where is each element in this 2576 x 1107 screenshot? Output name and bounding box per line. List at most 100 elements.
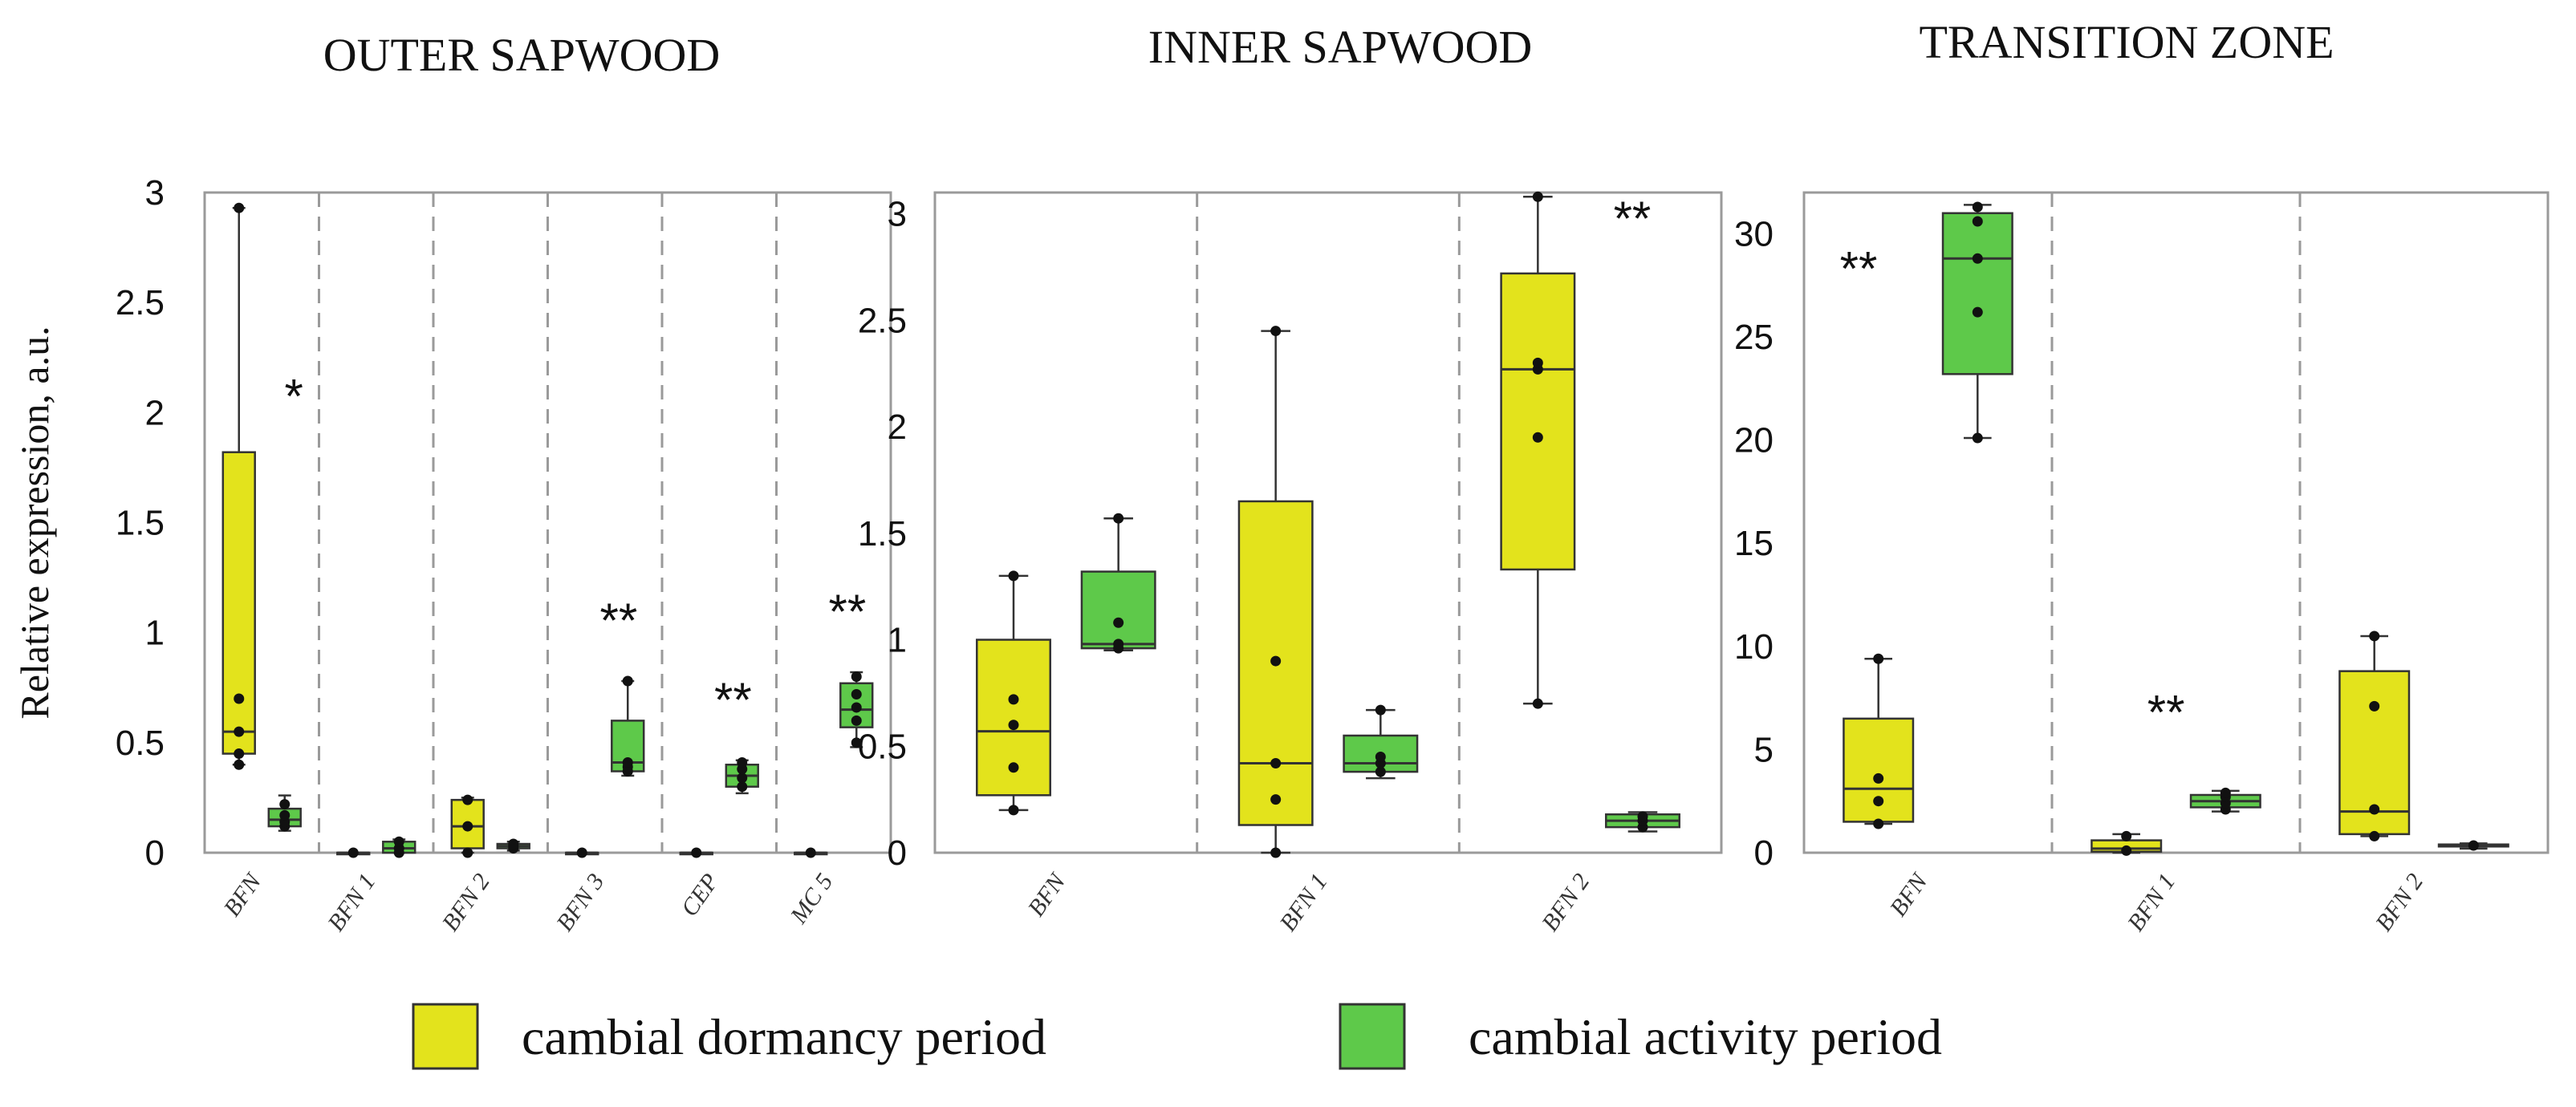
x-tick-label: BFN 2 bbox=[2371, 869, 2428, 936]
y-tick-label: 3 bbox=[145, 173, 165, 213]
data-point bbox=[1008, 720, 1019, 731]
category-group: ** BFN bbox=[1840, 201, 2013, 921]
x-tick-label: CEP bbox=[676, 869, 724, 921]
legend-label: cambial dormancy period bbox=[522, 1008, 1046, 1065]
significance-marker: ** bbox=[1614, 192, 1652, 245]
y-tick-label: 15 bbox=[1734, 524, 1774, 563]
data-point bbox=[1532, 432, 1543, 443]
x-tick-label: BFN 2 bbox=[437, 869, 495, 936]
data-point bbox=[1270, 847, 1282, 858]
box-activity bbox=[496, 838, 530, 854]
y-tick-label: 2 bbox=[888, 408, 907, 447]
box-dormancy bbox=[450, 794, 485, 858]
y-tick-label: 25 bbox=[1734, 318, 1774, 357]
data-point bbox=[2369, 631, 2380, 642]
box-activity bbox=[1941, 201, 2013, 444]
data-point bbox=[234, 726, 245, 737]
legend: cambial dormancy period cambial activity … bbox=[412, 1003, 1942, 1070]
x-tick-label: BFN 2 bbox=[1537, 869, 1595, 936]
chart-panel-2: INNER SAPWOOD 0 0.5 1 1.5 2 2.5 3 BFN BFN 1 ** BFN … bbox=[858, 21, 1723, 936]
category-group: BFN 1 bbox=[323, 836, 416, 936]
category-group: ** BFN 3 bbox=[551, 594, 645, 936]
y-tick-label: 1 bbox=[888, 621, 907, 660]
significance-marker: ** bbox=[1840, 242, 1878, 296]
data-point bbox=[1873, 796, 1884, 807]
y-axis-label: Relative expression, a.u. bbox=[12, 326, 57, 719]
data-point bbox=[1637, 811, 1648, 822]
data-point bbox=[279, 799, 291, 810]
data-point bbox=[1270, 655, 1282, 667]
significance-marker: ** bbox=[828, 585, 866, 639]
box-activity bbox=[839, 671, 874, 748]
data-point bbox=[1375, 752, 1386, 763]
data-point bbox=[737, 781, 748, 793]
box-activity bbox=[1343, 704, 1419, 780]
legend-item: cambial activity period bbox=[1339, 1003, 1942, 1070]
data-point bbox=[1873, 653, 1884, 664]
data-point bbox=[1972, 201, 1983, 213]
panel-title: INNER SAPWOOD bbox=[1148, 21, 1533, 73]
x-tick-label: BFN 1 bbox=[1274, 869, 1332, 936]
data-point bbox=[1375, 704, 1386, 716]
data-point bbox=[851, 688, 862, 699]
box-activity bbox=[2437, 840, 2509, 851]
box-activity bbox=[1605, 811, 1680, 833]
data-point bbox=[851, 737, 862, 748]
data-point bbox=[851, 715, 862, 726]
box-activity bbox=[2189, 787, 2261, 815]
data-point bbox=[2369, 700, 2380, 712]
data-point bbox=[2369, 830, 2380, 841]
box-activity bbox=[267, 794, 302, 832]
panel-title: OUTER SAPWOOD bbox=[323, 29, 721, 81]
legend-swatch bbox=[412, 1003, 479, 1070]
box-iqr bbox=[1941, 212, 2013, 375]
category-group: BFN 1 bbox=[1237, 326, 1419, 936]
legend-item: cambial dormancy period bbox=[412, 1003, 1046, 1070]
data-point bbox=[1972, 432, 1983, 444]
y-tick-label: 10 bbox=[1734, 627, 1774, 667]
data-point bbox=[1113, 513, 1124, 524]
box-dormancy bbox=[336, 847, 371, 858]
category-group: BFN 2 bbox=[2338, 631, 2509, 936]
box-dormancy bbox=[794, 847, 828, 858]
significance-marker: ** bbox=[2147, 686, 2185, 740]
x-tick-label: BFN 1 bbox=[2123, 869, 2180, 936]
data-point bbox=[347, 847, 359, 858]
y-tick-label: 0.5 bbox=[858, 727, 907, 766]
category-group: * BFN bbox=[218, 202, 303, 921]
data-point bbox=[1375, 766, 1386, 777]
data-point bbox=[2369, 804, 2380, 815]
data-point bbox=[805, 847, 816, 858]
significance-marker: * bbox=[284, 369, 303, 423]
data-point bbox=[1113, 617, 1124, 628]
data-point bbox=[1270, 757, 1282, 768]
category-group: ** BFN 2 bbox=[1500, 191, 1680, 936]
legend-swatch bbox=[1339, 1003, 1406, 1070]
data-point bbox=[1270, 794, 1282, 805]
data-point bbox=[622, 757, 633, 768]
category-group: BFN bbox=[976, 513, 1156, 921]
x-tick-label: BFN bbox=[1023, 867, 1072, 921]
data-point bbox=[1008, 805, 1019, 816]
data-point bbox=[1972, 216, 1983, 227]
data-point bbox=[622, 675, 633, 687]
data-point bbox=[234, 202, 245, 213]
y-tick-label: 2.5 bbox=[858, 301, 907, 340]
plot-frame bbox=[1802, 191, 2550, 854]
data-point bbox=[851, 671, 862, 683]
y-tick-label: 1 bbox=[145, 614, 165, 653]
y-tick-label: 0 bbox=[1754, 833, 1774, 873]
y-tick-label: 5 bbox=[1754, 730, 1774, 769]
y-tick-label: 2 bbox=[145, 393, 165, 432]
data-point bbox=[1532, 357, 1543, 368]
y-tick-label: 1.5 bbox=[858, 514, 907, 554]
data-point bbox=[851, 702, 862, 713]
data-point bbox=[1113, 639, 1124, 650]
significance-marker: ** bbox=[714, 673, 752, 727]
data-point bbox=[2220, 787, 2231, 798]
data-point bbox=[1532, 191, 1543, 202]
data-point bbox=[234, 759, 245, 770]
data-point bbox=[2121, 845, 2132, 856]
